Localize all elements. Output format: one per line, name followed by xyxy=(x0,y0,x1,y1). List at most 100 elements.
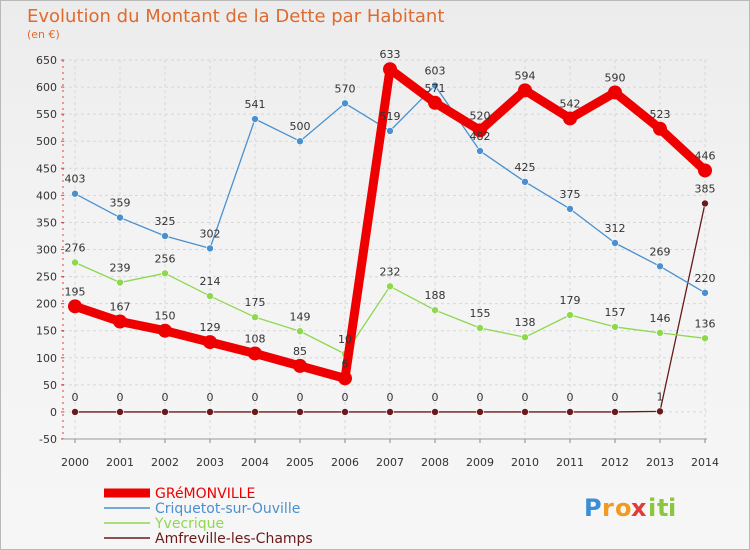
x-tick-label: 2000 xyxy=(61,456,89,469)
data-point xyxy=(698,163,712,178)
legend-label: Criquetot-sur-Ouville xyxy=(155,501,300,517)
data-label: 146 xyxy=(650,312,671,325)
data-point xyxy=(116,213,124,222)
y-tick-label: 500 xyxy=(36,135,57,148)
data-label: 0 xyxy=(207,391,214,404)
data-label: 523 xyxy=(650,108,671,121)
data-label: 590 xyxy=(605,71,626,84)
data-label: 0 xyxy=(522,391,529,404)
y-tick-label: 400 xyxy=(36,189,57,202)
data-label: 500 xyxy=(290,120,311,133)
data-point xyxy=(701,334,709,343)
brand-letter: i xyxy=(648,494,656,522)
data-point xyxy=(521,333,529,342)
data-label: 0 xyxy=(297,391,304,404)
y-tick-label: 150 xyxy=(36,325,57,338)
x-tick-label: 2013 xyxy=(646,456,674,469)
data-point xyxy=(566,408,574,416)
data-label: 256 xyxy=(155,252,176,265)
data-labels: 195 167 150 129 108 85 6 633 571 520 594 542 590 523 4… xyxy=(65,48,716,404)
data-point xyxy=(386,282,394,291)
data-point xyxy=(701,289,709,297)
data-point xyxy=(296,408,304,416)
data-point xyxy=(68,299,82,314)
data-label: 188 xyxy=(425,289,446,302)
data-point xyxy=(608,85,622,100)
data-label: 129 xyxy=(200,321,221,334)
data-point xyxy=(383,62,397,77)
data-point xyxy=(518,83,532,98)
data-point xyxy=(341,408,349,416)
y-tick-label: 550 xyxy=(36,108,57,121)
data-label: 269 xyxy=(650,245,671,258)
data-point xyxy=(656,262,664,271)
data-label: 542 xyxy=(560,97,581,110)
data-point xyxy=(566,205,574,213)
data-point xyxy=(386,127,394,135)
data-label: 239 xyxy=(110,262,131,275)
data-label: 150 xyxy=(155,310,176,323)
data-label: 594 xyxy=(515,69,536,82)
data-point xyxy=(251,115,259,123)
legend-label: Yvecrique xyxy=(154,516,224,532)
data-point xyxy=(206,292,214,300)
data-label: 603 xyxy=(425,64,446,77)
data-point xyxy=(296,327,304,336)
data-label: 0 xyxy=(612,391,619,404)
y-tick-label: 200 xyxy=(36,298,57,311)
data-point xyxy=(563,111,577,126)
data-label: 325 xyxy=(155,215,176,228)
data-point xyxy=(251,313,259,321)
data-point xyxy=(293,358,307,373)
data-point xyxy=(476,324,484,332)
data-point xyxy=(701,199,709,208)
brand-letter: t xyxy=(657,494,668,522)
data-label: 175 xyxy=(245,296,266,309)
data-label: 10 xyxy=(338,333,352,346)
data-point xyxy=(161,269,169,278)
data-label: 0 xyxy=(72,391,79,404)
data-label: 1 xyxy=(657,390,664,403)
data-point xyxy=(431,81,439,90)
data-point xyxy=(251,408,259,416)
x-tick-label: 2002 xyxy=(151,456,179,469)
brand-letter: o xyxy=(615,494,632,522)
data-label: 179 xyxy=(560,294,581,307)
data-label: 302 xyxy=(200,227,221,240)
x-tick-label: 2003 xyxy=(196,456,224,469)
data-label: 108 xyxy=(245,332,266,345)
data-point xyxy=(653,121,667,136)
data-label: 0 xyxy=(387,391,394,404)
x-tick-label: 2014 xyxy=(691,456,719,469)
x-tick-label: 2005 xyxy=(286,456,314,469)
data-point xyxy=(296,137,304,146)
data-point xyxy=(473,123,487,138)
data-point xyxy=(161,232,169,240)
data-label: 0 xyxy=(432,391,439,404)
data-point xyxy=(113,314,127,329)
brand-letter: i xyxy=(668,494,676,522)
data-label: 136 xyxy=(695,317,716,330)
y-tick-label: 300 xyxy=(36,244,57,257)
x-tick-label: 2008 xyxy=(421,456,449,469)
data-point xyxy=(611,239,619,247)
data-point xyxy=(248,346,262,361)
data-point xyxy=(158,323,172,338)
data-point xyxy=(428,95,442,110)
x-tick-label: 2001 xyxy=(106,456,134,469)
y-tick-label: -50 xyxy=(39,433,57,446)
x-tick-label: 2006 xyxy=(331,456,359,469)
legend: GRéMONVILLECriquetot-sur-OuvilleYvecriqu… xyxy=(104,486,313,547)
x-tick-label: 2011 xyxy=(556,456,584,469)
data-label: 541 xyxy=(245,98,266,111)
data-point xyxy=(521,178,529,186)
data-label: 359 xyxy=(110,197,131,210)
data-label: 385 xyxy=(695,182,716,195)
data-point xyxy=(71,408,79,416)
data-label: 6 xyxy=(342,357,349,370)
data-label: 0 xyxy=(477,391,484,404)
data-label: 0 xyxy=(117,391,124,404)
brand-letter: r xyxy=(602,494,614,522)
data-point xyxy=(341,99,349,108)
